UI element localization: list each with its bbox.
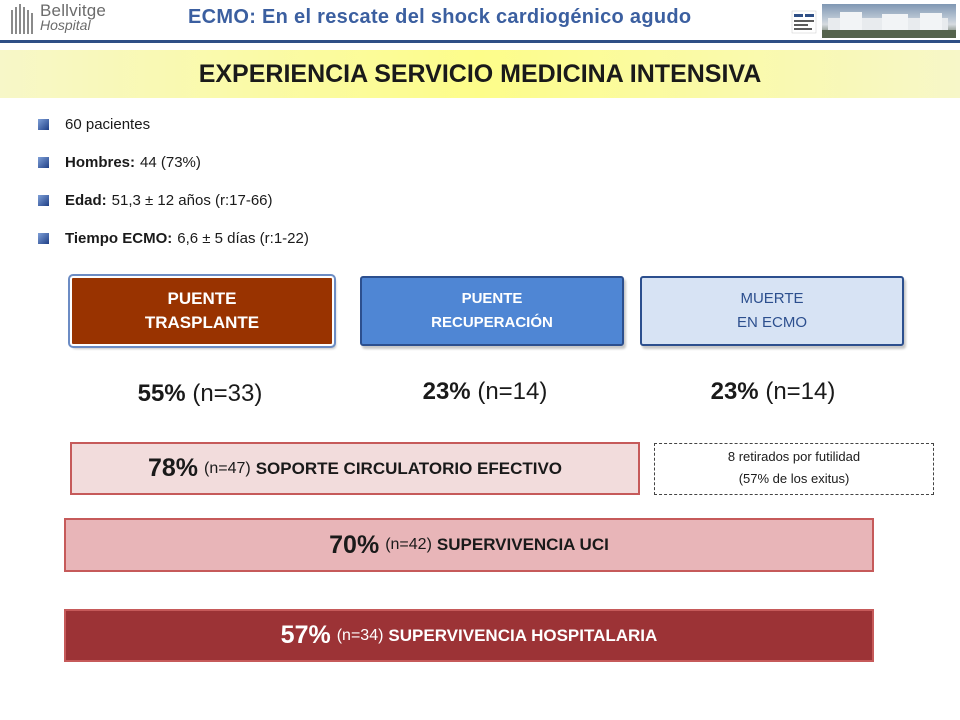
outcome-label: SOPORTE CIRCULATORIO EFECTIVO [255, 458, 563, 478]
futility-note: 8 retirados por futilidad (57% de los ex… [654, 443, 934, 495]
outcome-bar-soporte: 78% (n=47) SOPORTE CIRCULATORIO EFECTIVO [70, 442, 640, 495]
bullet-value: 6,6 ± 5 días (r:1-22) [177, 229, 309, 247]
bullet-label: 60 pacientes [65, 115, 151, 133]
pct-recuperacion: 23% (n=14) [380, 378, 590, 406]
category-line2: RECUPERACIÓN [431, 314, 553, 331]
category-line1: PUENTE [461, 290, 523, 307]
bullet-value: 51,3 ± 12 años (r:17-66) [111, 191, 273, 209]
header-title: ECMO: En el rescate del shock cardiogéni… [188, 6, 692, 28]
outcome-n: (n=34) [336, 626, 384, 644]
pct-n: (n=14) [477, 378, 548, 405]
outcome-label: SUPERVIVENCIA HOSPITALARIA [388, 625, 658, 645]
pct-muerte: 23% (n=14) [668, 378, 878, 406]
bullet-age: Edad: 51,3 ± 12 años (r:17-66) [38, 189, 273, 211]
pct-value: 55% [137, 380, 186, 407]
bullet-label: Hombres: [65, 153, 136, 171]
logo-line2: Hospital [40, 17, 91, 33]
pct-trasplante: 55% (n=33) [100, 380, 300, 408]
section-title: EXPERIENCIA SERVICIO MEDICINA INTENSIVA [198, 60, 762, 88]
outcome-n: (n=47) [204, 459, 251, 477]
bellvitge-logo-icon [11, 4, 33, 34]
outcome-pct: 78% [147, 454, 198, 482]
bullet-square-icon [38, 194, 49, 206]
category-box-trasplante: PUENTE TRASPLANTE [68, 274, 336, 348]
outcome-pct: 57% [280, 621, 331, 649]
outcome-n: (n=42) [385, 536, 432, 553]
pct-n: (n=14) [765, 378, 836, 405]
category-line1: MUERTE [740, 290, 804, 307]
bullet-ecmo-time: Tiempo ECMO: 6,6 ± 5 días (r:1-22) [38, 227, 309, 249]
bullet-square-icon [38, 232, 49, 244]
pct-n: (n=33) [192, 380, 263, 407]
title-band [0, 50, 960, 98]
hospital-logo-text: Bellvitge Hospital [40, 1, 107, 33]
logo-line1: Bellvitge [40, 1, 107, 20]
bullet-patients: 60 pacientes [38, 113, 150, 135]
pct-value: 23% [710, 378, 759, 405]
hospital-building-photo [822, 4, 956, 38]
la-fe-logo-icon [791, 10, 817, 34]
outcome-label: SUPERVIVENCIA UCI [436, 535, 609, 554]
note-line1: 8 retirados por futilidad [727, 449, 861, 464]
category-box-muerte: MUERTE EN ECMO [640, 276, 904, 346]
header-rule [0, 40, 960, 43]
bullet-value: 44 (73%) [140, 153, 201, 171]
bullet-men: Hombres: 44 (73%) [38, 151, 201, 173]
outcome-bar-hospital: 57% (n=34) SUPERVIVENCIA HOSPITALARIA [64, 609, 874, 662]
category-line2: EN ECMO [736, 314, 807, 331]
bullet-square-icon [38, 118, 49, 130]
bullet-square-icon [38, 156, 49, 168]
bullet-label: Tiempo ECMO: [65, 229, 173, 247]
category-line1: PUENTE [167, 289, 237, 308]
category-line2: TRASPLANTE [144, 313, 260, 332]
bullet-label: Edad: [65, 191, 107, 209]
outcome-pct: 70% [329, 530, 380, 559]
category-box-recuperacion: PUENTE RECUPERACIÓN [360, 276, 624, 346]
outcome-bar-uci: 70% (n=42) SUPERVIVENCIA UCI [64, 518, 874, 572]
note-line2: (57% de los exitus) [738, 471, 850, 486]
pct-value: 23% [422, 378, 471, 405]
